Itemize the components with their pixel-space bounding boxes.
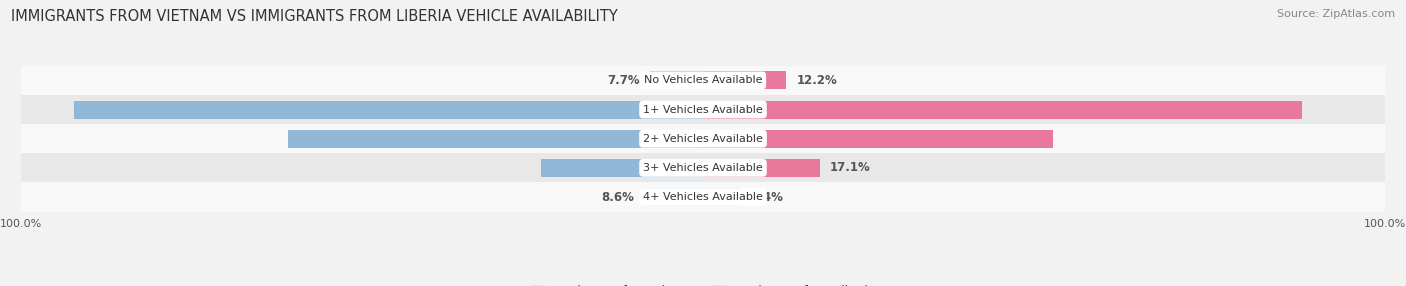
- Text: No Vehicles Available: No Vehicles Available: [644, 76, 762, 86]
- Bar: [21, 153, 1385, 182]
- Text: 2+ Vehicles Available: 2+ Vehicles Available: [643, 134, 763, 144]
- Text: Source: ZipAtlas.com: Source: ZipAtlas.com: [1277, 9, 1395, 19]
- Text: 8.6%: 8.6%: [602, 190, 634, 204]
- Legend: Immigrants from Vietnam, Immigrants from Liberia: Immigrants from Vietnam, Immigrants from…: [526, 280, 880, 286]
- Text: 92.3%: 92.3%: [648, 103, 689, 116]
- Bar: [703, 130, 1053, 148]
- Bar: [21, 124, 1385, 153]
- Bar: [21, 182, 1385, 212]
- Bar: [288, 130, 703, 148]
- Bar: [73, 100, 703, 119]
- Bar: [703, 100, 1302, 119]
- Text: 4+ Vehicles Available: 4+ Vehicles Available: [643, 192, 763, 202]
- Text: 23.8%: 23.8%: [648, 161, 689, 174]
- Bar: [541, 159, 703, 177]
- Bar: [703, 188, 740, 206]
- Text: 12.2%: 12.2%: [796, 74, 837, 87]
- Text: 60.9%: 60.9%: [648, 132, 689, 145]
- Bar: [21, 95, 1385, 124]
- Text: 7.7%: 7.7%: [607, 74, 640, 87]
- Bar: [703, 72, 786, 90]
- Text: 51.3%: 51.3%: [717, 132, 758, 145]
- Bar: [703, 159, 820, 177]
- Text: 87.8%: 87.8%: [717, 103, 758, 116]
- Text: 1+ Vehicles Available: 1+ Vehicles Available: [643, 105, 763, 115]
- Bar: [644, 188, 703, 206]
- Text: 5.4%: 5.4%: [749, 190, 783, 204]
- Text: 3+ Vehicles Available: 3+ Vehicles Available: [643, 163, 763, 173]
- Text: 17.1%: 17.1%: [830, 161, 870, 174]
- Text: IMMIGRANTS FROM VIETNAM VS IMMIGRANTS FROM LIBERIA VEHICLE AVAILABILITY: IMMIGRANTS FROM VIETNAM VS IMMIGRANTS FR…: [11, 9, 619, 23]
- Bar: [21, 66, 1385, 95]
- Bar: [651, 72, 703, 90]
